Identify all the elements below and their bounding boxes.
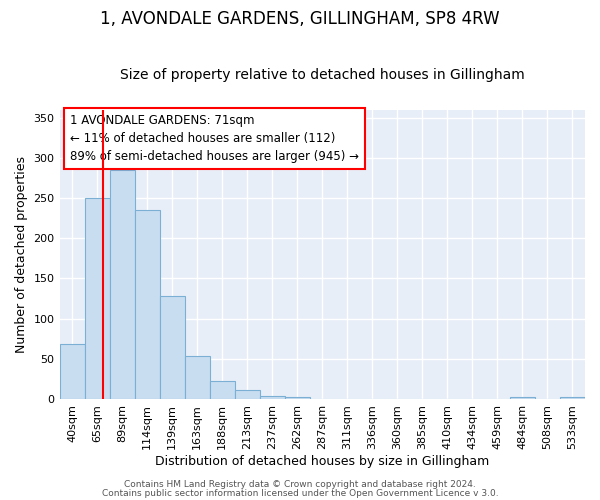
Bar xyxy=(235,390,260,399)
Bar xyxy=(59,344,85,399)
Bar xyxy=(560,398,585,399)
Bar xyxy=(510,398,535,399)
Bar xyxy=(134,210,160,399)
Bar xyxy=(260,396,285,399)
Bar xyxy=(285,398,310,399)
Y-axis label: Number of detached properties: Number of detached properties xyxy=(15,156,28,353)
X-axis label: Distribution of detached houses by size in Gillingham: Distribution of detached houses by size … xyxy=(155,454,490,468)
Bar xyxy=(209,382,235,399)
Bar xyxy=(185,356,209,399)
Bar xyxy=(160,296,185,399)
Text: 1, AVONDALE GARDENS, GILLINGHAM, SP8 4RW: 1, AVONDALE GARDENS, GILLINGHAM, SP8 4RW xyxy=(100,10,500,28)
Bar xyxy=(110,170,134,399)
Title: Size of property relative to detached houses in Gillingham: Size of property relative to detached ho… xyxy=(120,68,524,82)
Text: 1 AVONDALE GARDENS: 71sqm
← 11% of detached houses are smaller (112)
89% of semi: 1 AVONDALE GARDENS: 71sqm ← 11% of detac… xyxy=(70,114,359,163)
Bar xyxy=(85,198,110,399)
Text: Contains public sector information licensed under the Open Government Licence v : Contains public sector information licen… xyxy=(101,488,499,498)
Text: Contains HM Land Registry data © Crown copyright and database right 2024.: Contains HM Land Registry data © Crown c… xyxy=(124,480,476,489)
